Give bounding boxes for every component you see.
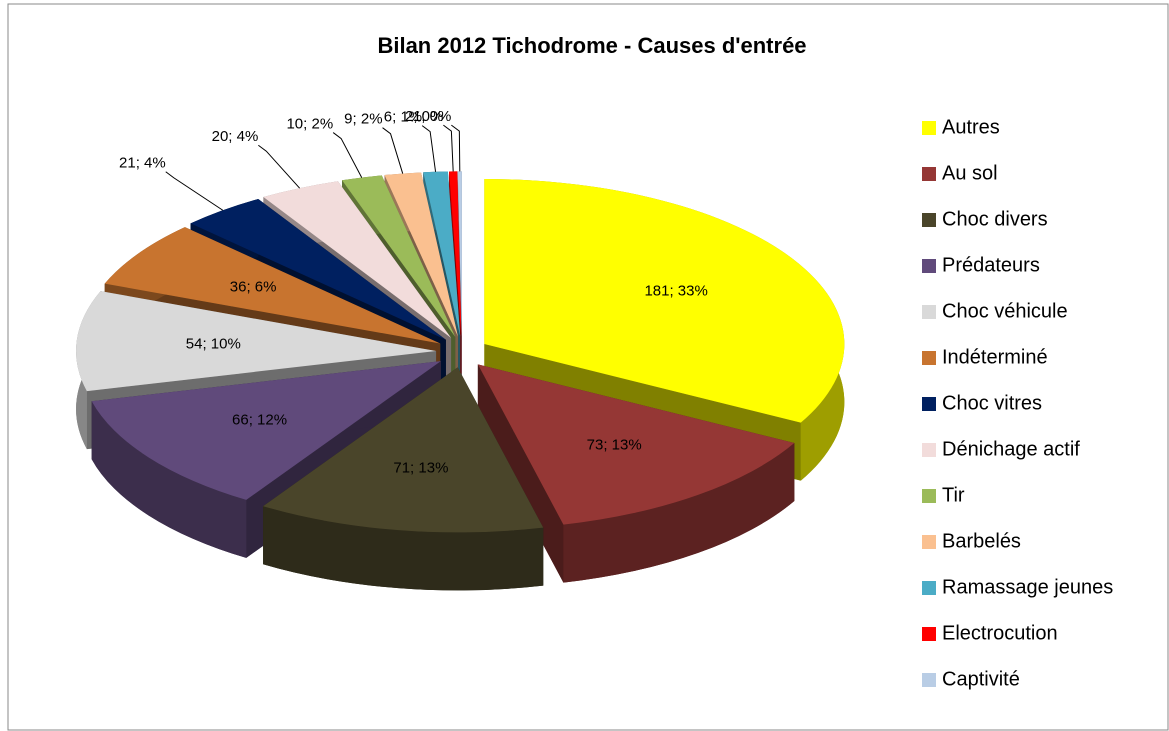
leader-line	[443, 124, 454, 172]
legend-label: Tir	[942, 484, 965, 506]
slice	[76, 291, 437, 392]
data-label: 20; 4%	[212, 128, 259, 145]
legend-swatch	[922, 443, 936, 457]
slice	[484, 179, 845, 423]
data-label: 71; 13%	[393, 459, 448, 476]
leader-line	[165, 171, 224, 211]
legend-swatch	[922, 535, 936, 549]
legend-swatch	[922, 581, 936, 595]
legend-label: Choc divers	[942, 208, 1048, 230]
legend-label: Electrocution	[942, 622, 1058, 644]
slice	[449, 171, 462, 337]
legend-label: Choc véhicule	[942, 300, 1068, 322]
legend-label: Indéterminé	[942, 346, 1048, 368]
data-label: 10; 2%	[286, 116, 333, 133]
slice	[457, 171, 462, 337]
slice	[263, 367, 544, 533]
legend-swatch	[922, 305, 936, 319]
slice	[423, 171, 461, 337]
slice-side	[91, 401, 247, 558]
leader-line	[451, 124, 461, 172]
legend-swatch	[922, 489, 936, 503]
legend-swatch	[922, 121, 936, 135]
data-label: 1; 0%	[413, 108, 451, 125]
data-label: 6; 1%	[384, 109, 422, 126]
legend-label: Barbelés	[942, 530, 1021, 552]
slice	[104, 227, 441, 344]
data-label: 21; 4%	[119, 155, 166, 172]
leader-line	[421, 125, 437, 172]
legend-label: Prédateurs	[942, 254, 1040, 276]
legend-swatch	[922, 351, 936, 365]
data-label: 2; 0%	[405, 108, 443, 125]
legend-swatch	[922, 213, 936, 227]
legend-swatch	[922, 397, 936, 411]
slice	[91, 361, 441, 500]
data-label: 9; 2%	[344, 111, 382, 128]
legend-label: Autres	[942, 116, 1000, 138]
data-label: 66; 12%	[232, 412, 287, 429]
slice	[384, 172, 459, 337]
leader-line	[258, 144, 301, 189]
slice-side	[563, 443, 795, 583]
legend-swatch	[922, 627, 936, 641]
legend-label: Ramassage jeunes	[942, 576, 1113, 598]
data-label: 181; 33%	[644, 283, 707, 300]
slice	[342, 175, 456, 337]
chart-title: Bilan 2012 Tichodrome - Causes d'entrée	[377, 33, 806, 58]
legend-swatch	[922, 673, 936, 687]
legend-label: Captivité	[942, 668, 1020, 690]
legend-label: Au sol	[942, 162, 998, 184]
leader-line	[382, 127, 404, 174]
data-label: 36; 6%	[230, 279, 277, 296]
slice	[263, 181, 452, 338]
legend-swatch	[922, 259, 936, 273]
data-label: 54; 10%	[186, 336, 241, 353]
legend-label: Choc vitres	[942, 392, 1042, 414]
slice-side	[263, 506, 544, 591]
data-label: 73; 13%	[587, 436, 642, 453]
legend-label: Dénichage actif	[942, 438, 1080, 460]
leader-line	[332, 132, 363, 178]
legend-swatch	[922, 167, 936, 181]
slice	[190, 198, 446, 340]
slice	[477, 364, 795, 525]
